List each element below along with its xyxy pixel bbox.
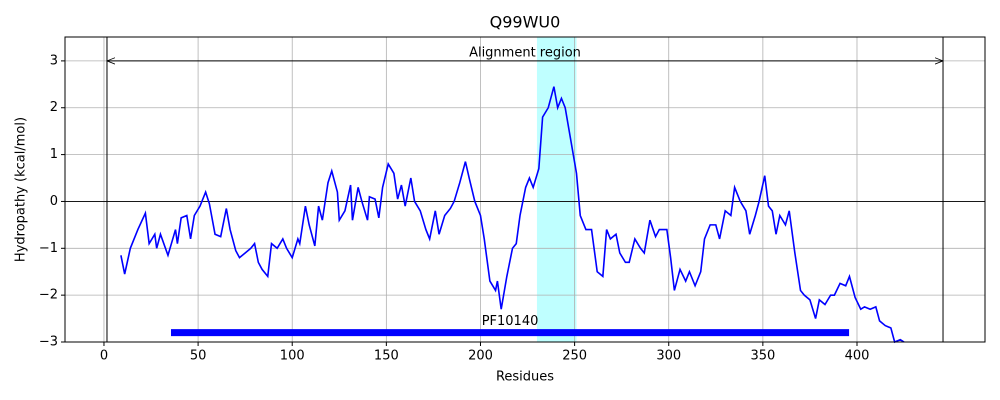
y-tick-label: −2 [39, 288, 58, 303]
x-tick-label: 350 [750, 349, 775, 364]
highlight-span [536, 37, 577, 342]
x-tick-label: 50 [190, 349, 207, 364]
x-tick-label: 200 [468, 349, 493, 364]
y-tick-label: −1 [39, 241, 58, 256]
x-tick-label: 150 [374, 349, 399, 364]
x-tick-label: 300 [656, 349, 681, 364]
y-tick-label: 2 [50, 100, 58, 115]
x-tick-label: 400 [845, 349, 870, 364]
x-tick-label: 250 [562, 349, 587, 364]
x-tick-label: 100 [280, 349, 305, 364]
y-tick-label: 3 [50, 53, 58, 68]
plot-frame [64, 36, 986, 343]
y-tick-label: −3 [39, 335, 58, 350]
chart-title: Q99WU0 [490, 13, 561, 32]
x-axis-label: Residues [496, 370, 554, 385]
x-tick-label: 0 [100, 349, 108, 364]
domain-label: PF10140 [482, 314, 539, 329]
y-axis-label: Hydropathy (kcal/mol) [14, 117, 29, 262]
y-tick-label: 1 [50, 147, 58, 162]
hydropathy-line [120, 86, 905, 344]
y-tick-label: 0 [50, 194, 58, 209]
region-label: Alignment region [469, 45, 581, 60]
